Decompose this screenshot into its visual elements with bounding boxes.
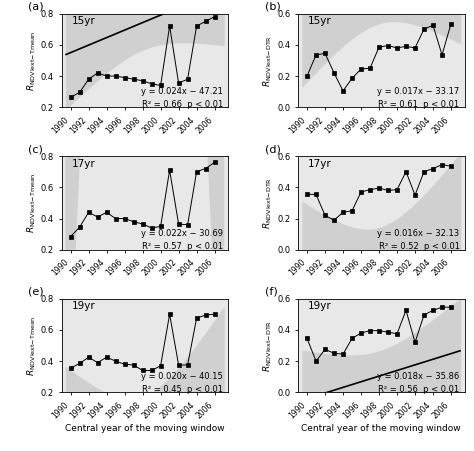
Text: (f): (f) (265, 287, 277, 297)
Text: 17yr: 17yr (72, 159, 95, 169)
Text: 17yr: 17yr (308, 159, 332, 169)
Text: y = 0.016x − 32.13
R² = 0.52  p < 0.01: y = 0.016x − 32.13 R² = 0.52 p < 0.01 (377, 229, 459, 251)
Y-axis label: $R_{\mathrm{NDVI	ext{-}DTR}}$: $R_{\mathrm{NDVI ext{-}DTR}}$ (262, 177, 274, 229)
Y-axis label: $R_{\mathrm{NDVI	ext{-}Tmean}}$: $R_{\mathrm{NDVI ext{-}Tmean}}$ (26, 315, 38, 376)
Text: y = 0.024x − 47.21
R² = 0.66  p < 0.01: y = 0.024x − 47.21 R² = 0.66 p < 0.01 (141, 87, 223, 109)
Y-axis label: $R_{\mathrm{NDVI	ext{-}DTR}}$: $R_{\mathrm{NDVI ext{-}DTR}}$ (262, 34, 274, 87)
Y-axis label: $R_{\mathrm{NDVI	ext{-}Tmean}}$: $R_{\mathrm{NDVI ext{-}Tmean}}$ (26, 173, 38, 233)
Text: 15yr: 15yr (308, 16, 332, 26)
Text: y = 0.017x − 33.17
R² = 0.61  p < 0.01: y = 0.017x − 33.17 R² = 0.61 p < 0.01 (377, 87, 459, 109)
Text: (c): (c) (28, 144, 43, 154)
X-axis label: Central year of the moving window: Central year of the moving window (301, 424, 461, 433)
Text: 15yr: 15yr (72, 16, 95, 26)
Text: (b): (b) (265, 2, 281, 12)
Y-axis label: $R_{\mathrm{NDVI	ext{-}DTR}}$: $R_{\mathrm{NDVI ext{-}DTR}}$ (262, 319, 274, 372)
Text: 19yr: 19yr (308, 301, 332, 311)
Text: y = 0.022x − 30.69
R² = 0.57  p < 0.01: y = 0.022x − 30.69 R² = 0.57 p < 0.01 (141, 229, 223, 251)
Text: (a): (a) (28, 2, 44, 12)
Text: (e): (e) (28, 287, 44, 297)
X-axis label: Central year of the moving window: Central year of the moving window (65, 424, 225, 433)
Text: 19yr: 19yr (72, 301, 95, 311)
Text: y = 0.018x − 35.86
R² = 0.56  p < 0.01: y = 0.018x − 35.86 R² = 0.56 p < 0.01 (377, 372, 459, 394)
Y-axis label: $R_{\mathrm{NDVI	ext{-}Tmean}}$: $R_{\mathrm{NDVI ext{-}Tmean}}$ (26, 30, 38, 91)
Text: (d): (d) (265, 144, 281, 154)
Text: y = 0.020x − 40.15
R² = 0.45  p < 0.01: y = 0.020x − 40.15 R² = 0.45 p < 0.01 (141, 372, 223, 394)
